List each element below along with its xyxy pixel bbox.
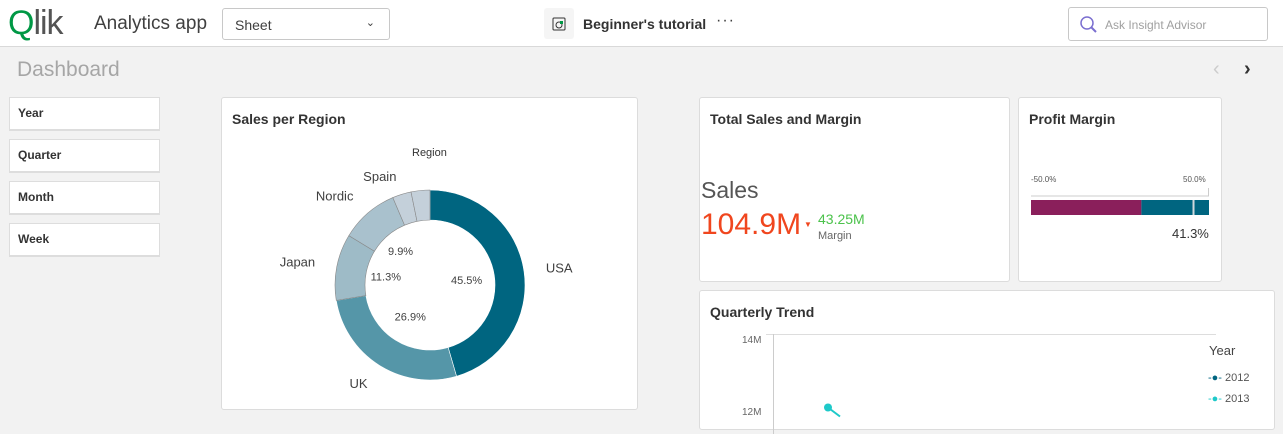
slice-name-label: Japan [280,255,315,270]
gauge-min-label: -50.0% [1031,175,1057,184]
gauge-band [1031,200,1142,215]
sheet-title: Dashboard [17,58,120,81]
slice-value-label: 11.3% [371,271,402,283]
search-placeholder: Ask Insight Advisor [1105,18,1207,32]
legend-label: 2012 [1225,372,1250,384]
quarterly-trend-card[interactable]: Quarterly Trend 14M 12M Year -●- 2012 -●… [699,290,1276,434]
donut-slice-other[interactable] [410,189,431,222]
gauge-band [1141,200,1209,215]
insight-advisor-search[interactable]: Ask Insight Advisor [1068,7,1268,41]
slice-name-label: Nordic [316,189,354,204]
app-header: Qlik Analytics app Sheet ⌄ Beginner's tut… [0,0,1283,47]
card-title: Profit Margin [1029,111,1116,127]
y-tick-label: 14M [742,335,762,346]
sheet-selector-label: Sheet [235,17,272,33]
bullet-gauge [1031,188,1209,215]
card-title: Quarterly Trend [710,304,815,320]
slice-name-label: UK [350,376,368,391]
slice-value-label: 45.5% [451,275,482,287]
sales-per-region-card[interactable]: Sales per Region Region USA 45.5% UK 26.9% J… [221,97,638,410]
tutorial-icon[interactable] [544,8,574,39]
filter-quarter[interactable]: Quarter [9,139,160,173]
total-sales-margin-card[interactable]: Total Sales and Margin Sales 104.9M ▼ 43… [699,97,1010,282]
legend-title: Year [1209,343,1236,358]
sheet-selector[interactable]: Sheet ⌄ [222,8,390,40]
search-icon [1080,16,1097,33]
line-chart[interactable] [700,291,1276,431]
filter-month[interactable]: Month [9,181,160,215]
trend-down-icon: ▼ [804,220,812,229]
gridline [766,334,1216,335]
gauge-max-label: 50.0% [1183,175,1206,184]
slice-value-label: 9.9% [388,246,413,258]
filter-week[interactable]: Week [9,223,160,257]
ellipsis-icon[interactable]: ··· [716,12,735,29]
card-title: Sales per Region [232,111,346,127]
legend-label: 2013 [1225,393,1250,405]
gauge-value-marker [1192,200,1195,215]
tutorial-link[interactable]: Beginner's tutorial [583,16,707,32]
app-title: Analytics app [94,13,208,34]
previous-sheet-icon[interactable]: ‹ [1213,58,1220,80]
kpi-secondary-label: Margin [818,230,852,242]
data-point-2013[interactable] [824,403,832,412]
profit-margin-card[interactable]: Profit Margin -50.0% 50.0% 41.3% [1018,97,1222,282]
next-sheet-icon[interactable]: › [1244,58,1251,80]
legend-marker-icon: -●- [1208,393,1222,405]
legend-item-2013[interactable]: -●- 2013 [1208,393,1250,405]
kpi-secondary-value: 43.25M [818,211,865,227]
chevron-down-icon: ⌄ [365,17,375,29]
legend-marker-icon: -●- [1208,372,1222,384]
legend-item-2012[interactable]: -●- 2012 [1208,372,1250,384]
slice-name-label: USA [546,261,573,276]
slice-name-label: Spain [363,169,396,184]
gauge-value-label: 41.3% [1172,226,1209,241]
y-axis [773,334,774,434]
kpi-main-value: 104.9M [701,208,802,241]
filter-year[interactable]: Year [9,97,160,131]
donut-slice-usa[interactable] [429,189,526,377]
slice-value-label: 26.9% [395,311,426,323]
kpi-main-label: Sales [701,177,759,203]
donut-chart[interactable]: USA 45.5% UK 26.9% Japan 11.3% Nordic 9.9% Spain [222,98,639,411]
card-title: Total Sales and Margin [710,111,862,127]
qlik-logo[interactable]: Qlik [8,4,64,42]
donut-slice-uk[interactable] [335,295,457,381]
legend-title: Region [412,147,447,159]
